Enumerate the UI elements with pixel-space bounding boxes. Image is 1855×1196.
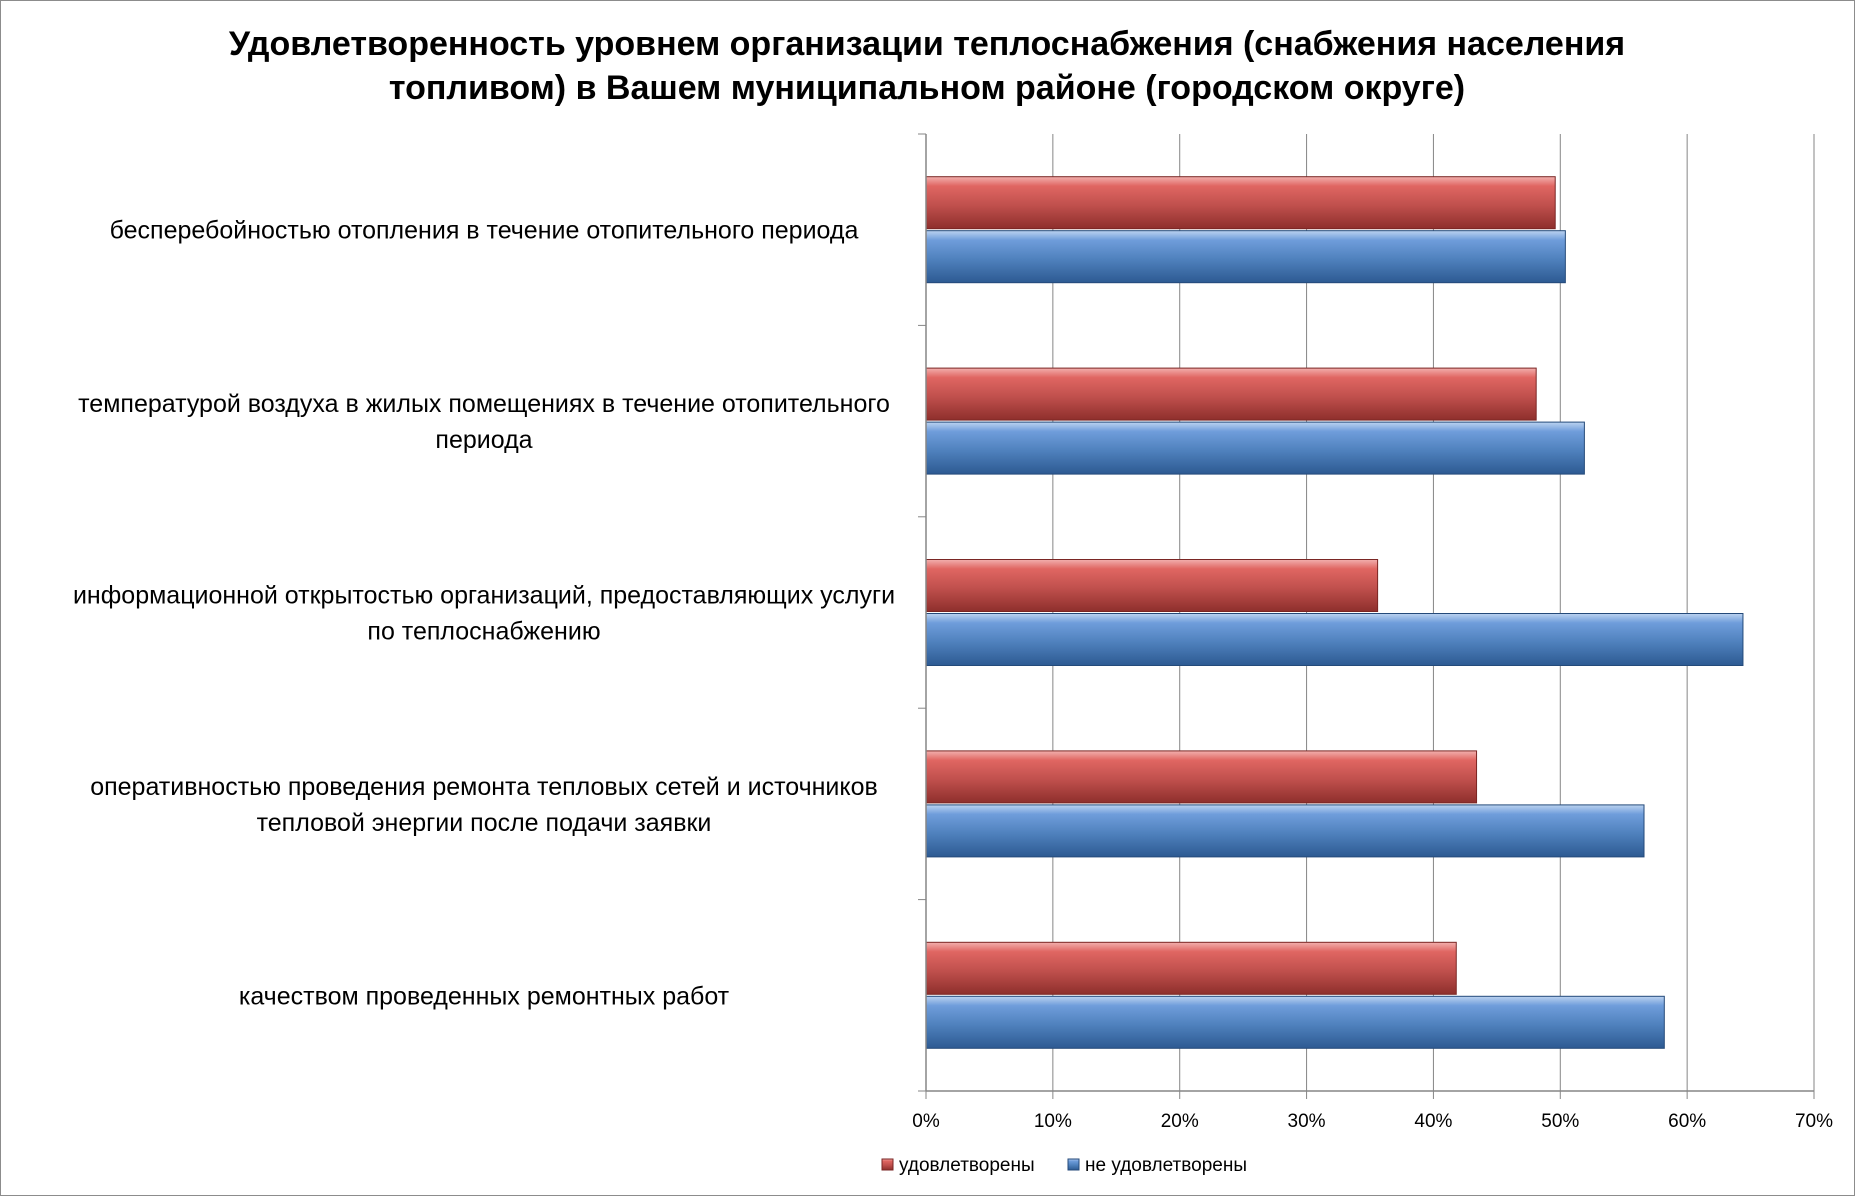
- bar-satisfied: удовлетворены: 49.6%: [925, 176, 1556, 230]
- bar-not-satisfied: не удовлетворены: 56.6%: [925, 804, 1645, 858]
- chart-title-line-2: топливом) в Вашем муниципальном районе (…: [389, 69, 1465, 107]
- legend-label-not-satisfied: не удовлетворены: [1085, 1155, 1247, 1176]
- x-tick-label: 10%: [1034, 1111, 1072, 1132]
- bar-satisfied: удовлетворены: 41.8%: [925, 941, 1457, 995]
- x-tick-label: 60%: [1668, 1111, 1706, 1132]
- bar-not-satisfied: не удовлетворены: 50.4%: [925, 230, 1566, 284]
- category-label: периода: [435, 426, 532, 454]
- category-label: бесперебойностью отопления в течение ото…: [110, 217, 859, 245]
- category-labels: бесперебойностью отопления в течение ото…: [73, 217, 895, 1011]
- chart-title-line-1: Удовлетворенность уровнем организации те…: [229, 25, 1625, 63]
- bars: удовлетворены: 49.6%не удовлетворены: 50…: [925, 176, 1744, 1049]
- x-tick-label: 40%: [1414, 1111, 1452, 1132]
- x-tick-label: 50%: [1541, 1111, 1579, 1132]
- category-label: по теплоснабжению: [367, 618, 600, 646]
- x-axis: 0% 10% 20% 30% 40% 50% 60% 70%: [912, 133, 1833, 1132]
- x-tick-label: 20%: [1161, 1111, 1199, 1132]
- legend-swatch-not-satisfied: [1067, 1158, 1080, 1171]
- category-label: температурой воздуха в жилых помещениях …: [78, 390, 890, 418]
- chart-title: Удовлетворенность уровнем организации те…: [229, 25, 1625, 107]
- category-label: тепловой энергии после подачи заявки: [257, 809, 712, 837]
- legend-swatch-satisfied: [881, 1158, 894, 1171]
- legend-label-satisfied: удовлетворены: [899, 1155, 1035, 1176]
- category-label: оперативностью проведения ремонта теплов…: [90, 773, 878, 801]
- category-label: качеством проведенных ремонтных работ: [239, 982, 730, 1010]
- x-tick-label: 70%: [1795, 1111, 1833, 1132]
- bar-satisfied: удовлетворены: 43.4%: [925, 750, 1478, 804]
- bar-satisfied: удовлетворены: 35.6%: [925, 559, 1379, 612]
- x-tick-label: 30%: [1288, 1111, 1326, 1132]
- legend: удовлетворены не удовлетворены: [881, 1155, 1247, 1176]
- bar-not-satisfied: не удовлетворены: 58.2%: [925, 995, 1665, 1049]
- x-tick-label: 0%: [912, 1111, 940, 1132]
- gridlines: [1052, 134, 1815, 1091]
- category-label: информационной открытостью организаций, …: [73, 582, 895, 610]
- bar-not-satisfied: не удовлетворены: 51.9%: [925, 421, 1585, 475]
- bar-not-satisfied: не удовлетворены: 64.4%: [925, 613, 1744, 666]
- bar-satisfied: удовлетворены: 48.1%: [925, 367, 1537, 421]
